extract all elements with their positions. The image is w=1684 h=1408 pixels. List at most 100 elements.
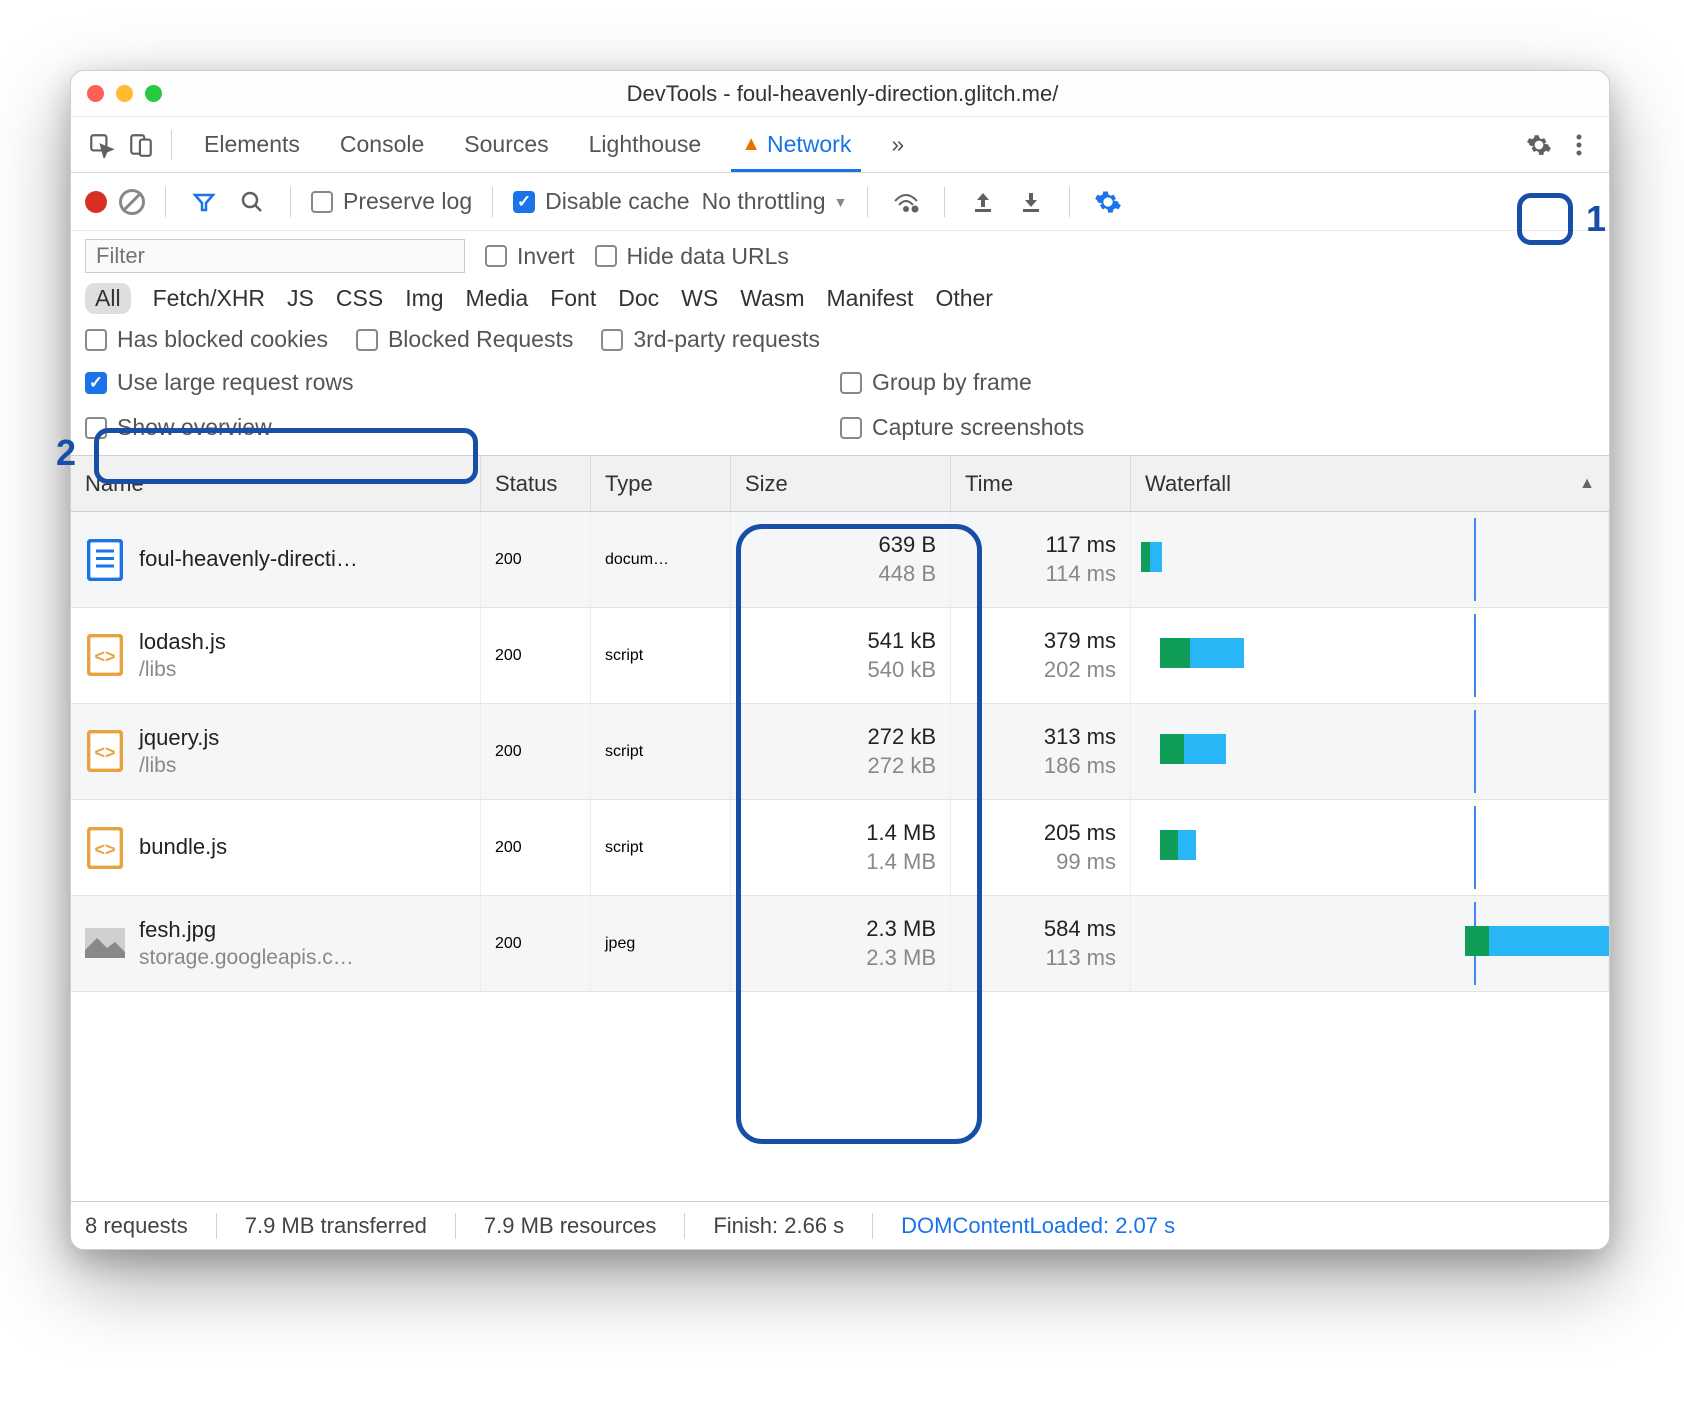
type-filter-wasm[interactable]: Wasm [740,285,804,312]
waterfall-cell [1131,608,1609,703]
file-path: /libs [139,656,226,683]
table-row[interactable]: <>lodash.js/libs200script541 kB540 kB379… [71,608,1609,704]
table-header: Name Status Type Size Time Waterfall▲ [71,456,1609,512]
blocked-cookies-checkbox[interactable]: Has blocked cookies [85,326,328,353]
col-size[interactable]: Size [731,456,951,511]
tab-more[interactable]: » [871,117,924,172]
throttling-select[interactable]: No throttling ▼ [702,188,848,215]
checkbox-icon [85,372,107,394]
table-row[interactable]: <>bundle.js200script1.4 MB1.4 MB205 ms99… [71,800,1609,896]
titlebar: DevTools - foul-heavenly-direction.glitc… [71,71,1609,117]
blocked-requests-checkbox[interactable]: Blocked Requests [356,326,573,353]
kebab-menu-icon[interactable] [1561,127,1597,163]
network-conditions-icon[interactable] [888,184,924,220]
type-filter-img[interactable]: Img [405,285,443,312]
group-by-frame-checkbox[interactable]: Group by frame [840,369,1595,396]
type-cell: script [591,800,731,895]
col-waterfall[interactable]: Waterfall▲ [1131,456,1609,511]
tab-network[interactable]: ▲ Network [721,117,871,172]
device-toolbar-icon[interactable] [123,127,159,163]
time-cell: 117 ms114 ms [951,512,1131,607]
type-filter-ws[interactable]: WS [681,285,718,312]
capture-screenshots-label: Capture screenshots [872,414,1084,441]
warning-icon: ▲ [741,133,761,156]
network-settings-grid: Use large request rows Group by frame Sh… [71,359,1609,456]
type-filter-font[interactable]: Font [550,285,596,312]
type-filter-js[interactable]: JS [287,285,314,312]
col-type[interactable]: Type [591,456,731,511]
table-row[interactable]: <>jquery.js/libs200script272 kB272 kB313… [71,704,1609,800]
type-filter-manifest[interactable]: Manifest [827,285,914,312]
col-time[interactable]: Time [951,456,1131,511]
size-cell: 639 B448 B [731,512,951,607]
table-row[interactable]: fesh.jpgstorage.googleapis.c…200jpeg2.3 … [71,896,1609,992]
divider [684,1213,685,1239]
type-filter-all[interactable]: All [85,283,131,314]
record-button[interactable] [85,191,107,213]
settings-gear-icon[interactable] [1521,127,1557,163]
checkbox-icon [601,329,623,351]
type-filter-other[interactable]: Other [935,285,993,312]
tab-elements[interactable]: Elements [184,117,320,172]
annotation-number-1: 1 [1586,198,1606,240]
filter-icon[interactable] [186,184,222,220]
divider [1069,187,1070,217]
inspect-element-icon[interactable] [83,127,119,163]
col-name[interactable]: Name [71,456,481,511]
size-cell: 541 kB540 kB [731,608,951,703]
search-icon[interactable] [234,184,270,220]
upload-har-icon[interactable] [965,184,1001,220]
checkbox-icon [356,329,378,351]
size-cell: 1.4 MB1.4 MB [731,800,951,895]
type-filter-fetch[interactable]: Fetch/XHR [153,285,265,312]
divider [216,1213,217,1239]
preserve-log-checkbox[interactable]: Preserve log [311,188,472,215]
checkbox-icon [513,191,535,213]
type-filter-doc[interactable]: Doc [618,285,659,312]
tab-console[interactable]: Console [320,117,444,172]
blocked-filters-row: Has blocked cookies Blocked Requests 3rd… [71,320,1609,359]
type-filter-media[interactable]: Media [466,285,529,312]
footer-requests: 8 requests [85,1213,188,1239]
show-overview-checkbox[interactable]: Show overview [85,414,840,441]
status-cell: 200 [481,896,591,991]
time-cell: 313 ms186 ms [951,704,1131,799]
checkbox-icon [85,417,107,439]
third-party-checkbox[interactable]: 3rd-party requests [601,326,820,353]
file-path: /libs [139,752,219,779]
large-rows-label: Use large request rows [117,369,354,396]
footer-finish: Finish: 2.66 s [713,1213,844,1239]
type-cell: jpeg [591,896,731,991]
col-status[interactable]: Status [481,456,591,511]
filter-input[interactable] [85,239,465,273]
panel-tabs-row: Elements Console Sources Lighthouse ▲ Ne… [71,117,1609,173]
divider [455,1213,456,1239]
large-rows-checkbox[interactable]: Use large request rows [85,369,840,396]
checkbox-icon [85,329,107,351]
file-name: bundle.js [139,833,227,862]
network-settings-gear-icon[interactable] [1090,184,1126,220]
tab-network-label: Network [767,131,851,158]
tab-sources[interactable]: Sources [444,117,568,172]
invert-checkbox[interactable]: Invert [485,243,575,270]
file-type-icon [85,920,125,966]
capture-screenshots-checkbox[interactable]: Capture screenshots [840,414,1595,441]
size-cell: 272 kB272 kB [731,704,951,799]
file-name: fesh.jpg [139,916,354,945]
status-bar: 8 requests 7.9 MB transferred 7.9 MB res… [71,1201,1609,1249]
tab-lighthouse[interactable]: Lighthouse [569,117,722,172]
annotation-number-2: 2 [56,432,76,474]
divider [290,187,291,217]
download-har-icon[interactable] [1013,184,1049,220]
col-waterfall-label: Waterfall [1145,471,1231,497]
clear-button[interactable] [119,189,145,215]
table-row[interactable]: foul-heavenly-directi…200docum…639 B448 … [71,512,1609,608]
disable-cache-checkbox[interactable]: Disable cache [513,188,689,215]
footer-dcl: DOMContentLoaded: 2.07 s [901,1213,1175,1239]
checkbox-icon [485,245,507,267]
type-filter-css[interactable]: CSS [336,285,383,312]
time-cell: 205 ms99 ms [951,800,1131,895]
divider [867,187,868,217]
type-cell: script [591,704,731,799]
hide-data-urls-checkbox[interactable]: Hide data URLs [595,243,789,270]
